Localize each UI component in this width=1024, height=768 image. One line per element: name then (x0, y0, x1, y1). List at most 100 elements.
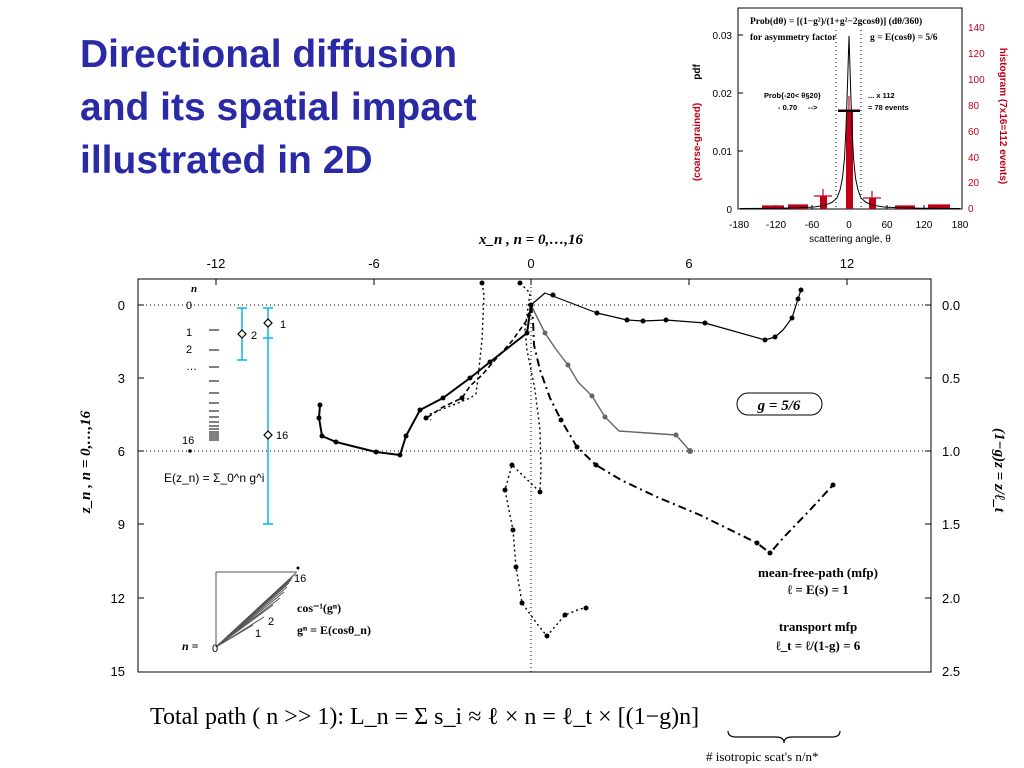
fan-labels: 16 2 1 0 (212, 573, 306, 655)
n-label: 1 (186, 327, 192, 339)
mfp-label-1: mean-free-path (mfp) (758, 565, 878, 580)
mean-diamond (263, 318, 273, 328)
inset-left-tick-labels: 0 0.01 0.02 0.03 (713, 31, 733, 216)
walk-point (795, 296, 801, 302)
walk-points (316, 280, 836, 639)
title-line-2: and its spatial impact (80, 86, 477, 129)
walk-point (702, 320, 708, 326)
fan-dot (296, 566, 300, 570)
walk-point (562, 612, 568, 618)
walk-point (762, 337, 768, 343)
main-dotted-guides (138, 279, 931, 672)
n-column-labels: 0 1 2 … 16 (182, 300, 197, 447)
walk-point (373, 449, 379, 455)
walk-point (316, 415, 322, 421)
walk-point (317, 402, 323, 408)
cos-label-1: cos⁻¹(gⁿ) (297, 601, 341, 615)
inset-y-tick: 0.02 (713, 89, 733, 100)
walk-point (593, 462, 599, 468)
walk-point (502, 487, 508, 493)
n-label: 0 (186, 300, 192, 312)
inset-x-tick: 180 (952, 220, 969, 231)
main-y-tick: 3 (118, 371, 125, 386)
mean-formula: E(z_n) = Σ_0^n g^i (164, 471, 264, 485)
inset-y2-tick: 40 (968, 153, 980, 164)
main-y2-tick: 0.0 (942, 298, 960, 313)
main-x-tick: 0 (527, 256, 534, 271)
inset-plot: 0 0.01 0.02 0.03 0 20 40 60 80 100 120 1… (692, 7, 1008, 245)
main-y-tick: 6 (118, 444, 125, 459)
main-y2-tick: 0.5 (942, 371, 960, 386)
walk-point (487, 359, 493, 365)
inset-x-axis-title: scattering angle, θ (809, 234, 891, 245)
mean-label: 16 (276, 430, 288, 442)
inset-y-tick: 0.03 (713, 31, 733, 42)
inset-x-tick: 120 (916, 220, 933, 231)
fan-label: 16 (294, 573, 306, 585)
walk-point (830, 482, 836, 488)
mean-diamond (263, 430, 273, 440)
main-x-tick: -6 (368, 256, 380, 271)
walk-point-gray (565, 362, 571, 368)
walk-point (524, 330, 530, 336)
walk-point (574, 444, 580, 450)
mean-diamond (237, 329, 247, 339)
walk-point (544, 633, 550, 639)
inset-formula-3: g = E(cosθ) = 5/6 (870, 32, 938, 43)
inset-y2-tick: 140 (968, 23, 985, 34)
fan-n-label: n = (182, 639, 199, 653)
n-column-header: n (191, 283, 197, 295)
main-y-tick: 12 (111, 591, 125, 606)
main-y-tick: 0 (118, 298, 125, 313)
main-x-tick-labels: -12 -6 0 6 12 (207, 256, 855, 271)
walk-point (583, 605, 589, 611)
inset-hist-bar (788, 205, 808, 209)
inset-hist-bar (762, 206, 784, 209)
walk-point (789, 315, 795, 321)
walk-path-dotted-mid (504, 282, 587, 637)
n-column-ticks (209, 329, 219, 441)
main-right-axis-title: (1−g)z = z/ℓ_t (991, 428, 1007, 513)
main-y2-tick: 2.0 (942, 591, 960, 606)
title-line-3: illustrated in 2D (80, 139, 373, 182)
main-y-tick-labels: 0 3 6 9 12 15 (111, 298, 125, 679)
g-value-label: g = 5/6 (757, 398, 801, 414)
main-y2-tick: 2.5 (942, 664, 960, 679)
mfp-label-2: ℓ = E(s) = 1 (786, 582, 849, 597)
walk-point-gray (687, 448, 693, 454)
random-walk-paths (318, 282, 834, 637)
inset-x-tick: 0 (846, 220, 852, 231)
walk-path-gray (530, 304, 691, 452)
walk-point (417, 407, 423, 413)
walk-point-gray (673, 432, 679, 438)
inset-annot-right-1: ... x 112 (868, 91, 895, 100)
n-label: 16 (182, 435, 194, 447)
walk-point (798, 287, 804, 293)
main-y2-tick-labels: 0.0 0.5 1.0 1.5 2.0 2.5 (942, 298, 960, 679)
walk-path-solid (318, 304, 532, 456)
underbrace-label: # isotropic scat's n/n* (706, 749, 818, 764)
inset-annot-left-2: - 0.70 (778, 103, 797, 112)
walk-point (510, 527, 516, 533)
walk-point-gray (542, 330, 548, 336)
main-frame (137, 278, 932, 673)
g-value-box (736, 392, 823, 416)
fan-label: 0 (212, 643, 218, 655)
inset-pdf-curve (739, 35, 961, 209)
main-top-ticks (138, 279, 931, 599)
inset-hist-bar (928, 205, 950, 209)
walk-point (459, 395, 465, 401)
inset-x-tick: -60 (805, 220, 820, 231)
walk-point (479, 280, 485, 286)
walk-point (624, 317, 630, 323)
inset-x-tick-labels: -180 -120 -60 0 60 120 180 (729, 220, 969, 231)
inset-right-axis-title: histogram (7x16=112 events) (997, 48, 1008, 184)
title-line-1: Directional diffusion (80, 33, 458, 76)
inset-annot-left-1: Prob{-20< θ§20} (764, 91, 821, 100)
inset-y2-tick: 0 (968, 204, 974, 215)
main-x-tick: -12 (207, 256, 226, 271)
main-y-tick: 15 (111, 664, 125, 679)
n-label: 2 (186, 344, 192, 356)
main-x-tick: 12 (840, 256, 854, 271)
main-top-axis-title: x_n , n = 0,…,16 (478, 232, 583, 248)
